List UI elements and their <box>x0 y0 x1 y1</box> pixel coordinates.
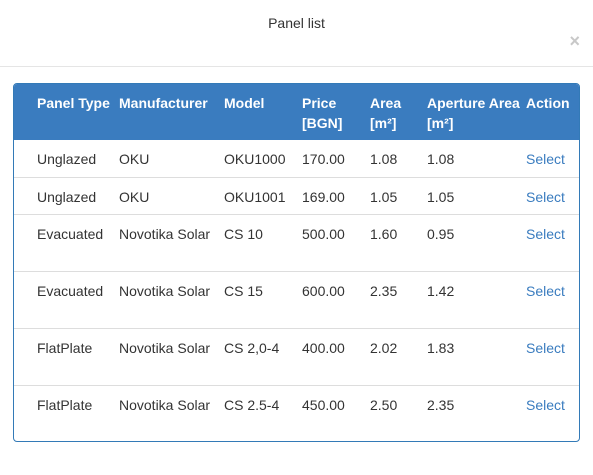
table-body: Unglazed OKU OKU1000 170.00 1.08 1.08 Se… <box>14 140 579 441</box>
table-row: Evacuated Novotika Solar CS 15 600.00 2.… <box>14 270 579 328</box>
cell-aperture-area: 1.42 <box>427 270 526 328</box>
cell-manufacturer: Novotika Solar <box>119 270 224 328</box>
cell-aperture-area: 1.05 <box>427 176 526 214</box>
cell-area: 1.60 <box>370 213 427 271</box>
cell-action: Select <box>526 176 579 214</box>
panel-table: Panel Type Manufacturer Model Price [BGN… <box>14 84 579 441</box>
modal-title: Panel list <box>268 15 325 31</box>
cell-aperture-area: 0.95 <box>427 213 526 271</box>
cell-action: Select <box>526 270 579 328</box>
table-header: Panel Type Manufacturer Model Price [BGN… <box>14 84 579 140</box>
cell-price: 400.00 <box>302 327 370 385</box>
table-row: Unglazed OKU OKU1000 170.00 1.08 1.08 Se… <box>14 140 579 177</box>
cell-action: Select <box>526 140 579 177</box>
cell-action: Select <box>526 384 579 441</box>
cell-panel-type: Evacuated <box>14 213 119 271</box>
cell-model: CS 15 <box>224 270 302 328</box>
cell-price: 169.00 <box>302 176 370 214</box>
cell-panel-type: FlatPlate <box>14 327 119 385</box>
cell-manufacturer: OKU <box>119 176 224 214</box>
cell-manufacturer: Novotika Solar <box>119 327 224 385</box>
panel-table-container: Panel Type Manufacturer Model Price [BGN… <box>13 83 580 442</box>
select-link[interactable]: Select <box>526 339 565 356</box>
select-link[interactable]: Select <box>526 225 565 242</box>
table-header-row: Panel Type Manufacturer Model Price [BGN… <box>14 84 579 140</box>
cell-model: CS 10 <box>224 213 302 271</box>
column-header-manufacturer: Manufacturer <box>119 95 208 111</box>
cell-panel-type: FlatPlate <box>14 384 119 441</box>
cell-price: 500.00 <box>302 213 370 271</box>
cell-area: 1.05 <box>370 176 427 214</box>
column-header-area: Area [m²] <box>370 95 402 131</box>
cell-manufacturer: Novotika Solar <box>119 213 224 271</box>
column-header-panel-type: Panel Type <box>37 95 110 111</box>
table-row: FlatPlate Novotika Solar CS 2.5-4 450.00… <box>14 384 579 441</box>
cell-panel-type: Unglazed <box>37 151 97 167</box>
cell-model: CS 2,0-4 <box>224 327 302 385</box>
cell-aperture-area: 1.83 <box>427 327 526 385</box>
select-link[interactable]: Select <box>526 188 565 205</box>
cell-price: 600.00 <box>302 270 370 328</box>
cell-model: CS 2.5-4 <box>224 384 302 441</box>
cell-price: 170.00 <box>302 151 345 167</box>
cell-model: OKU1000 <box>224 151 286 167</box>
cell-action: Select <box>526 213 579 271</box>
cell-model: OKU1001 <box>224 176 302 214</box>
table-row: Unglazed OKU OKU1001 169.00 1.05 1.05 Se… <box>14 176 579 214</box>
table-row: Evacuated Novotika Solar CS 10 500.00 1.… <box>14 213 579 271</box>
select-link[interactable]: Select <box>526 396 565 413</box>
cell-area: 2.02 <box>370 327 427 385</box>
cell-area: 2.50 <box>370 384 427 441</box>
column-header-model: Model <box>224 95 265 111</box>
cell-panel-type: Evacuated <box>14 270 119 328</box>
column-header-price: Price [BGN] <box>302 95 343 131</box>
cell-area: 2.35 <box>370 270 427 328</box>
cell-price: 450.00 <box>302 384 370 441</box>
cell-aperture-area: 1.08 <box>427 151 455 167</box>
cell-area: 1.08 <box>370 151 398 167</box>
modal-header: Panel list × <box>0 0 593 67</box>
cell-panel-type: Unglazed <box>14 176 119 214</box>
cell-aperture-area: 2.35 <box>427 384 526 441</box>
cell-manufacturer: Novotika Solar <box>119 384 224 441</box>
cell-action: Select <box>526 327 579 385</box>
close-icon[interactable]: × <box>569 31 580 51</box>
select-link[interactable]: Select <box>526 151 565 167</box>
column-header-aperture-area: Aperture Area [m²] <box>427 95 520 131</box>
select-link[interactable]: Select <box>526 282 565 299</box>
table-row: FlatPlate Novotika Solar CS 2,0-4 400.00… <box>14 327 579 385</box>
cell-manufacturer: OKU <box>119 151 150 167</box>
column-header-action: Action <box>526 95 570 111</box>
